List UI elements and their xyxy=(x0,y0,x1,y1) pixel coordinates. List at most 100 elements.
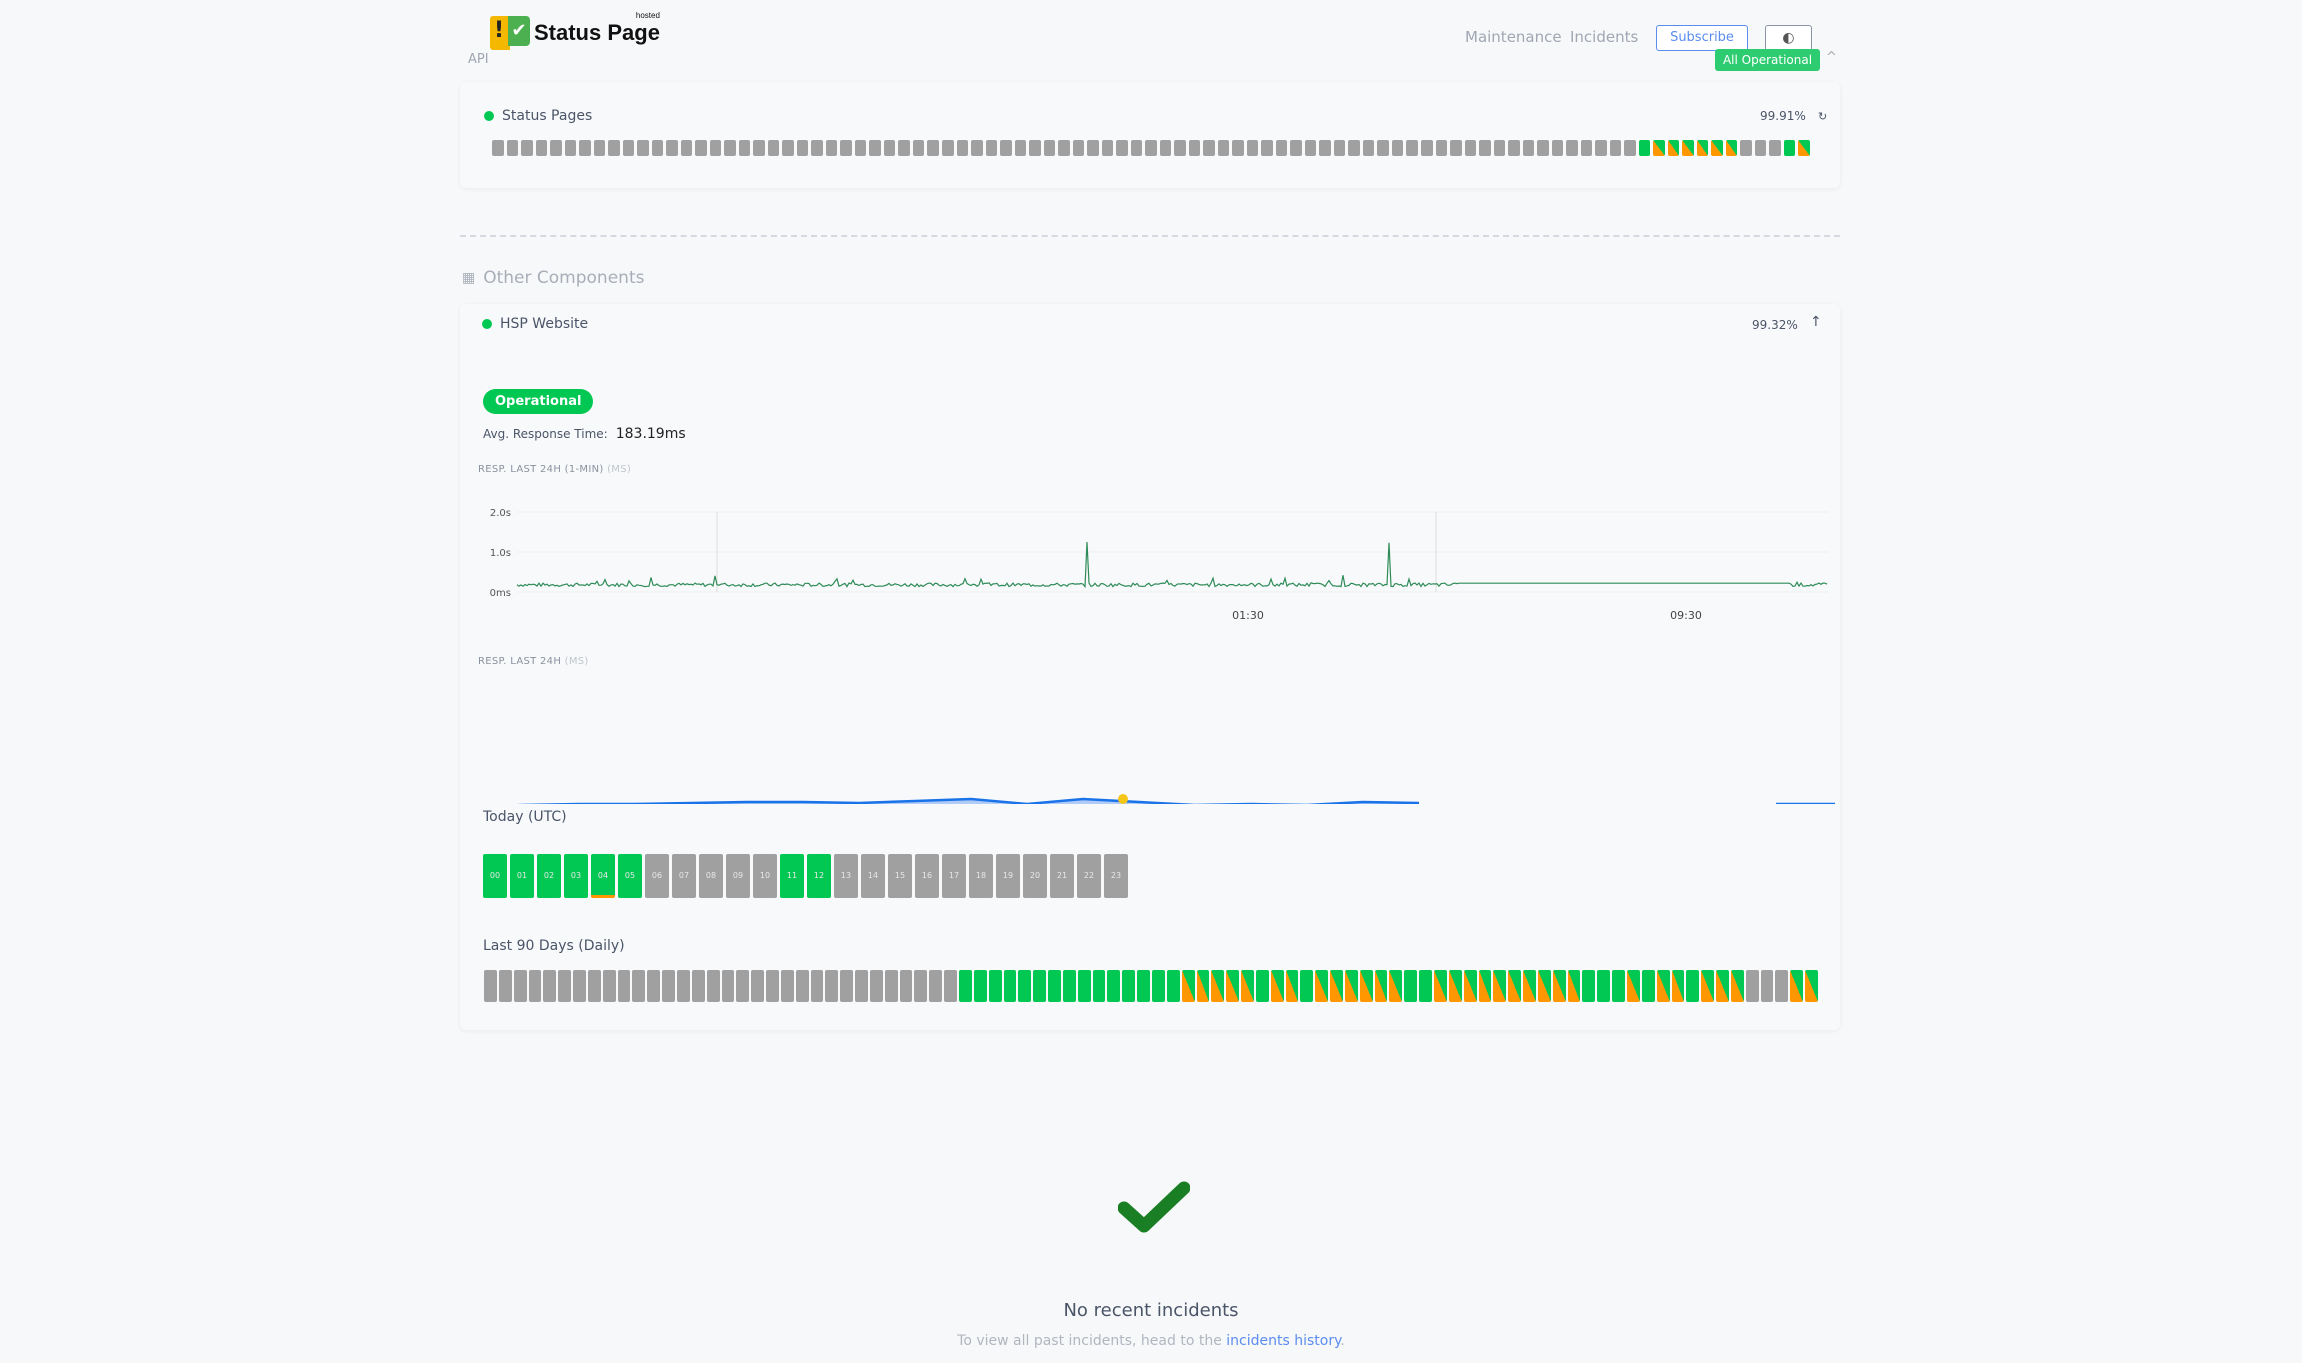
day-bar[interactable] xyxy=(1333,140,1346,156)
day-bar[interactable] xyxy=(1638,140,1651,156)
day-bar[interactable] xyxy=(647,970,661,1002)
day-bar[interactable] xyxy=(617,970,631,1002)
component-name[interactable]: Status Pages xyxy=(502,108,593,124)
hour-bar[interactable]: 17 xyxy=(942,854,966,898)
hour-bar[interactable]: 05 xyxy=(618,854,642,898)
day-bar[interactable] xyxy=(676,970,690,1002)
day-bar[interactable] xyxy=(1130,140,1143,156)
day-bar[interactable] xyxy=(1275,140,1288,156)
day-bar[interactable] xyxy=(521,140,533,156)
day-bar[interactable] xyxy=(695,140,707,156)
response-chart-1min[interactable]: 2.0s 1.0s 0ms 01:30 09:30 xyxy=(460,494,1840,624)
hour-bar[interactable]: 07 xyxy=(672,854,696,898)
day-bar[interactable] xyxy=(1790,970,1804,1002)
day-bar[interactable] xyxy=(1116,140,1128,156)
nav-incidents[interactable]: Incidents xyxy=(1570,28,1639,46)
day-bar[interactable] xyxy=(1641,970,1655,1002)
day-bar[interactable] xyxy=(573,970,586,1002)
day-bar[interactable] xyxy=(651,140,664,156)
day-bar[interactable] xyxy=(1101,140,1114,156)
day-bar[interactable] xyxy=(971,140,983,156)
collapse-chevron-icon[interactable]: ^ xyxy=(1826,50,1837,65)
day-bar[interactable] xyxy=(1315,970,1329,1002)
day-bar[interactable] xyxy=(1226,970,1240,1002)
day-bar[interactable] xyxy=(1775,970,1789,1002)
day-bar[interactable] xyxy=(1246,140,1259,156)
day-bar[interactable] xyxy=(1551,140,1564,156)
day-bar[interactable] xyxy=(1203,140,1215,156)
logo[interactable]: ✔! Status Page hosted xyxy=(490,11,660,50)
day-bar[interactable] xyxy=(484,970,497,1002)
refresh-icon[interactable]: ↻ xyxy=(1818,110,1828,123)
day-bar[interactable] xyxy=(1406,140,1418,156)
day-bar[interactable] xyxy=(753,140,765,156)
day-bar[interactable] xyxy=(1000,140,1012,156)
day-bar[interactable] xyxy=(811,140,823,156)
day-bar[interactable] xyxy=(1217,140,1230,156)
day-bar[interactable] xyxy=(1580,140,1593,156)
component-name[interactable]: HSP Website xyxy=(500,316,589,332)
day-bar[interactable] xyxy=(608,140,620,156)
day-bar[interactable] xyxy=(1137,970,1150,1002)
day-bar[interactable] xyxy=(1448,970,1462,1002)
day-bar[interactable] xyxy=(1450,140,1462,156)
day-bar[interactable] xyxy=(1769,140,1781,156)
hour-bar[interactable]: 13 xyxy=(834,854,858,898)
hour-bar[interactable]: 23 xyxy=(1104,854,1128,898)
day-bar[interactable] xyxy=(1092,970,1106,1002)
day-bar[interactable] xyxy=(825,970,839,1002)
day-bar[interactable] xyxy=(1304,140,1317,156)
day-bar[interactable] xyxy=(1122,970,1136,1002)
day-bar[interactable] xyxy=(706,970,720,1002)
day-bar[interactable] xyxy=(724,140,736,156)
hour-bar[interactable]: 02 xyxy=(537,854,561,898)
day-bar[interactable] xyxy=(883,140,896,156)
hour-bar[interactable]: 08 xyxy=(699,854,723,898)
hour-bar[interactable]: 18 xyxy=(969,854,993,898)
day-bar[interactable] xyxy=(1696,140,1709,156)
day-bar[interactable] xyxy=(593,140,606,156)
day-bar[interactable] xyxy=(1087,140,1099,156)
day-bar[interactable] xyxy=(1404,970,1418,1002)
day-bar[interactable] xyxy=(579,140,591,156)
day-bar[interactable] xyxy=(1419,970,1432,1002)
hour-bar[interactable]: 03 xyxy=(564,854,588,898)
day-bar[interactable] xyxy=(602,970,616,1002)
day-bar[interactable] xyxy=(944,970,957,1002)
day-bar[interactable] xyxy=(1612,970,1625,1002)
day-bar[interactable] xyxy=(1508,140,1520,156)
day-bar[interactable] xyxy=(810,970,824,1002)
collapse-arrow-icon[interactable]: ↑ xyxy=(1810,314,1822,330)
day-bar[interactable] xyxy=(1290,140,1302,156)
day-bar[interactable] xyxy=(1740,140,1752,156)
day-bar[interactable] xyxy=(1421,140,1433,156)
day-bar[interactable] xyxy=(1595,140,1607,156)
day-bar[interactable] xyxy=(796,140,809,156)
hour-bar[interactable]: 15 xyxy=(888,854,912,898)
day-bar[interactable] xyxy=(1359,970,1373,1002)
day-bar[interactable] xyxy=(899,970,913,1002)
day-bar[interactable] xyxy=(1537,140,1549,156)
day-bar[interactable] xyxy=(1711,140,1723,156)
day-bar[interactable] xyxy=(1754,140,1767,156)
day-bar[interactable] xyxy=(1043,140,1056,156)
subscribe-button[interactable]: Subscribe xyxy=(1656,25,1748,51)
day-bar[interactable] xyxy=(1798,140,1810,156)
day-bar[interactable] xyxy=(666,140,678,156)
day-bar[interactable] xyxy=(1701,970,1715,1002)
day-bar[interactable] xyxy=(1181,970,1195,1002)
hour-bar[interactable]: 21 xyxy=(1050,854,1074,898)
day-bar[interactable] xyxy=(1211,970,1225,1002)
day-bar[interactable] xyxy=(662,970,675,1002)
day-bar[interactable] xyxy=(1174,140,1186,156)
day-bar[interactable] xyxy=(1232,140,1244,156)
day-bar[interactable] xyxy=(738,140,751,156)
day-bar[interactable] xyxy=(840,970,854,1002)
day-bar[interactable] xyxy=(558,970,572,1002)
day-bar[interactable] xyxy=(1362,140,1375,156)
day-bar[interactable] xyxy=(1537,970,1551,1002)
nav-maintenance[interactable]: Maintenance xyxy=(1465,28,1562,46)
day-bar[interactable] xyxy=(1567,970,1581,1002)
day-bar[interactable] xyxy=(1582,970,1596,1002)
day-bar[interactable] xyxy=(782,140,794,156)
